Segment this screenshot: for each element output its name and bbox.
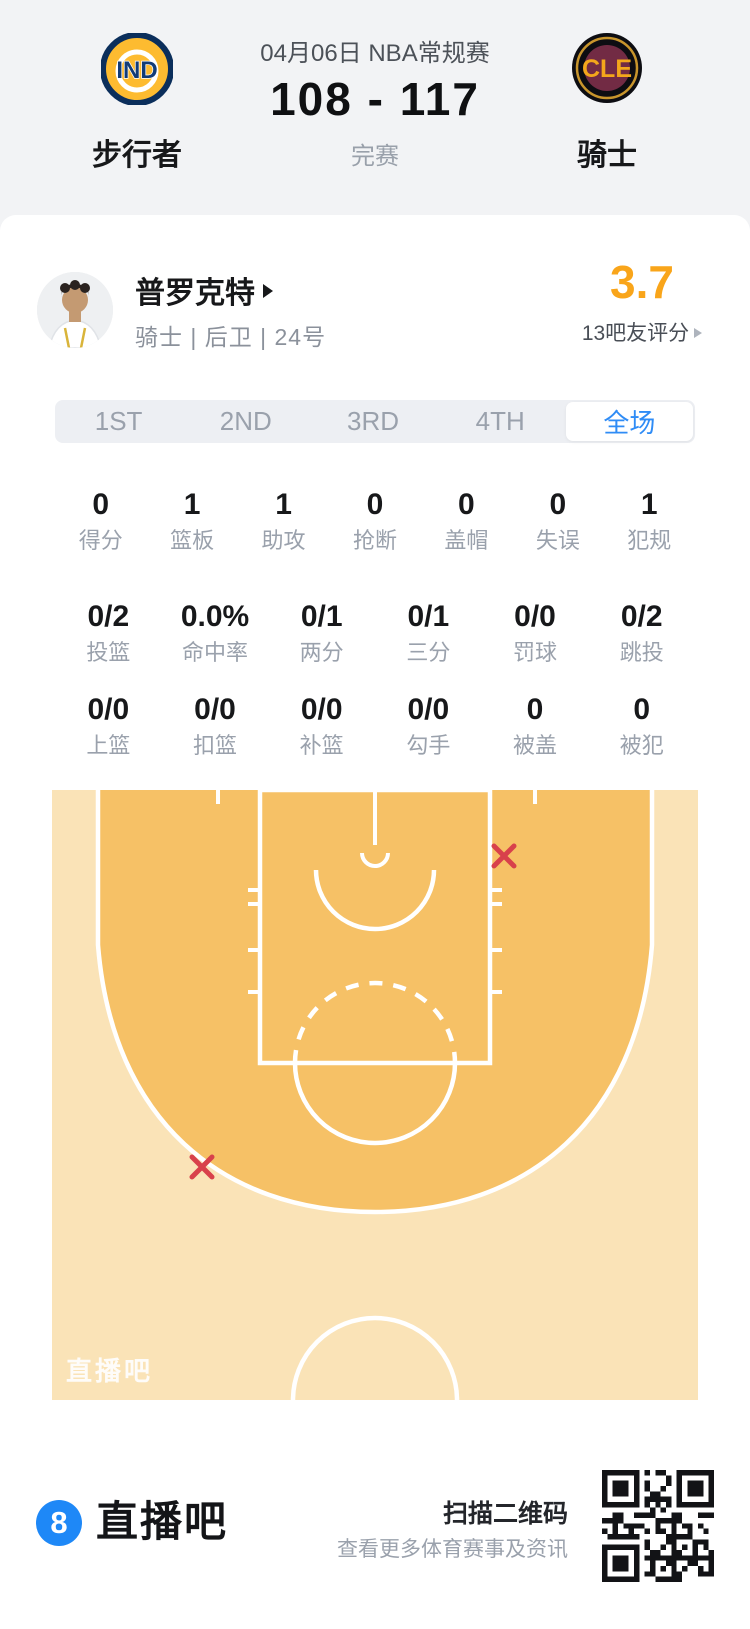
tab-3rd[interactable]: 3RD <box>347 406 400 436</box>
stat-label: 失误 <box>535 528 580 553</box>
stat-blocks: 0 盖帽 <box>421 488 512 554</box>
stat-jumpshot: 0/2 跳投 <box>588 600 695 666</box>
stat-layup: 0/0 上篮 <box>55 693 162 759</box>
svg-text:CLE: CLE <box>582 55 632 83</box>
stat-label: 两分 <box>299 640 344 665</box>
missed-shot-marker <box>189 1154 215 1180</box>
game-status: 完赛 <box>351 143 399 170</box>
stat-value: 0/1 <box>300 600 343 633</box>
tab-2nd[interactable]: 2ND <box>219 406 272 436</box>
stat-fg: 0/2 投篮 <box>55 600 162 666</box>
rating-caption-label: 13吧友评分 <box>581 322 690 345</box>
stat-putback: 0/0 补篮 <box>268 693 375 759</box>
stat-2pt: 0/1 两分 <box>268 600 375 666</box>
tab-full-game[interactable]: 全场 <box>565 402 694 441</box>
player-expand-arrow-icon <box>263 284 273 298</box>
stat-label: 补篮 <box>299 733 344 758</box>
stat-label: 命中率 <box>182 640 249 665</box>
court-watermark: 直播吧 <box>66 1356 154 1386</box>
stat-row-detail: 0/0 上篮 0/0 扣篮 0/0 补篮 0/0 勾手 0 被盖 0 被犯 <box>55 693 695 759</box>
quarter-tabbar: 1ST 2ND 3RD 4TH 全场 <box>55 400 695 443</box>
stat-label: 勾手 <box>406 733 451 758</box>
stat-label: 得分 <box>78 528 123 553</box>
stat-blocked-against: 0 被盖 <box>482 693 589 759</box>
rating-value: 3.7 <box>610 256 674 308</box>
rating-caption-link[interactable]: 13吧友评分 <box>581 317 703 347</box>
stat-value: 0 <box>366 488 384 521</box>
stat-label: 罚球 <box>513 640 558 665</box>
stat-hook: 0/0 勾手 <box>375 693 482 759</box>
stat-value: 0/0 <box>87 693 130 726</box>
game-date-label: 04月06日 NBA常规赛 <box>260 40 490 67</box>
cavaliers-logo: CLE <box>571 32 643 104</box>
stat-value: 0 <box>549 488 567 521</box>
stat-3pt: 0/1 三分 <box>375 600 482 666</box>
game-score: 108 - 117 <box>270 73 480 125</box>
stat-fouled-against: 0 被犯 <box>588 693 695 759</box>
stat-label: 被犯 <box>619 733 664 758</box>
stat-label: 盖帽 <box>444 528 489 553</box>
stat-dunk: 0/0 扣篮 <box>162 693 269 759</box>
player-stats-card: 普罗克特 骑士 | 后卫 | 24号 3.7 13吧友评分 1ST 2ND 3R… <box>0 215 750 1629</box>
stat-value: 1 <box>640 488 658 521</box>
stat-value: 0 <box>458 488 475 521</box>
stat-value: 0/2 <box>87 600 130 633</box>
stat-label: 被盖 <box>513 733 558 758</box>
stat-value: 0/1 <box>407 600 450 633</box>
stat-label: 助攻 <box>261 528 306 553</box>
stat-value: 0/0 <box>194 693 236 726</box>
tab-1st[interactable]: 1ST <box>94 406 143 436</box>
stat-label: 篮板 <box>170 528 215 553</box>
scan-title: 扫描二维码 <box>442 1500 568 1528</box>
stat-rebounds: 1 篮板 <box>146 488 237 554</box>
stat-label: 抢断 <box>352 528 397 553</box>
stat-value: 0/2 <box>620 600 663 633</box>
scan-subtitle: 查看更多体育赛事及资讯 <box>337 1538 568 1561</box>
player-name[interactable]: 普罗克特 <box>135 277 255 310</box>
stat-ft: 0/0 罚球 <box>482 600 589 666</box>
stat-label: 扣篮 <box>193 733 238 758</box>
stat-label: 三分 <box>406 640 451 665</box>
shot-chart-court: 直播吧 <box>52 790 698 1400</box>
stat-points: 0 得分 <box>55 488 146 554</box>
player-avatar <box>37 272 113 348</box>
stat-value: 0/0 <box>300 693 343 726</box>
logo-glyph: 8 <box>50 1505 68 1540</box>
stat-value: 0 <box>526 693 544 726</box>
stat-value: 1 <box>183 488 201 521</box>
stat-row-main: 0 得分 1 篮板 1 助攻 0 抢断 0 盖帽 0 失误 <box>55 488 695 554</box>
missed-shot-marker <box>491 843 517 869</box>
rating-arrow-icon <box>694 328 703 338</box>
rating-box: 3.7 13吧友评分 <box>562 255 722 347</box>
away-team-name: 骑士 <box>577 139 637 172</box>
stat-value: 0.0% <box>180 600 250 633</box>
stat-row-shooting: 0/2 投篮 0.0% 命中率 0/1 两分 0/1 三分 0/0 罚球 0/2… <box>55 600 695 666</box>
stat-value: 1 <box>275 488 292 521</box>
stat-label: 投篮 <box>86 640 131 665</box>
scan-text-block: 扫描二维码 查看更多体育赛事及资讯 <box>337 1500 568 1562</box>
qr-code <box>602 1470 714 1582</box>
stat-label: 跳投 <box>619 640 664 665</box>
stat-fouls: 1 犯规 <box>604 488 695 554</box>
stat-value: 0/0 <box>514 600 556 633</box>
stat-label: 上篮 <box>86 733 131 758</box>
home-team-name: 步行者 <box>92 139 182 172</box>
stat-value: 0 <box>92 488 110 521</box>
stat-assists: 1 助攻 <box>238 488 329 554</box>
stat-value: 0 <box>633 693 651 726</box>
brand-name: 直播吧 <box>96 1498 229 1545</box>
stat-fg-pct: 0.0% 命中率 <box>162 600 269 666</box>
tab-4th[interactable]: 4TH <box>475 406 525 436</box>
player-name-row[interactable]: 普罗克特 <box>135 268 273 312</box>
svg-text:IND: IND <box>116 57 157 84</box>
stat-label: 犯规 <box>627 528 672 553</box>
stat-steals: 0 抢断 <box>329 488 420 554</box>
stat-value: 0/0 <box>407 693 450 726</box>
stat-turnovers: 0 失误 <box>512 488 603 554</box>
zhibo8-logo-icon: 8 <box>36 1500 82 1546</box>
pacers-logo: IND <box>100 32 174 106</box>
player-meta: 骑士 | 后卫 | 24号 <box>135 324 327 350</box>
